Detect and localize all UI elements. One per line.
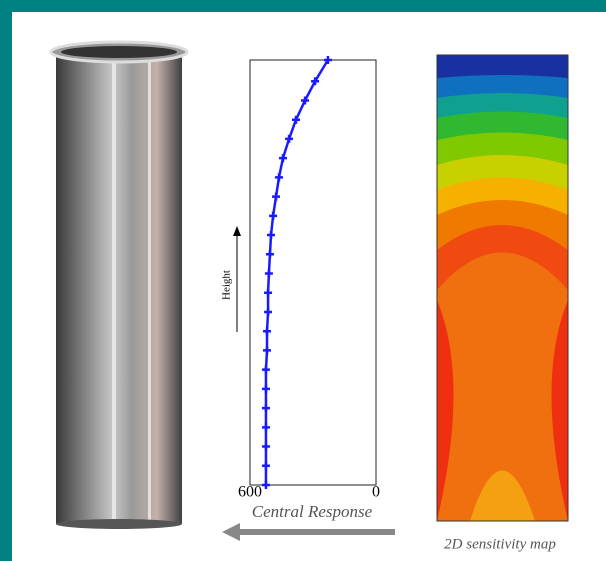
point <box>261 404 270 413</box>
point <box>274 173 283 182</box>
x-tick-label: 600 <box>238 484 262 501</box>
point <box>263 327 272 336</box>
point <box>263 346 272 355</box>
cylinder-photo <box>49 40 189 529</box>
point <box>272 192 281 201</box>
point <box>261 461 270 470</box>
point <box>323 56 332 64</box>
point <box>261 365 270 374</box>
point <box>269 211 278 220</box>
point <box>291 115 300 124</box>
point <box>285 134 294 143</box>
y-axis-label: Height <box>221 270 233 300</box>
point <box>261 442 270 451</box>
point <box>278 154 287 163</box>
point <box>311 77 320 86</box>
height-arrow-head <box>233 226 241 236</box>
point <box>261 481 270 489</box>
x-tick-label: 0 <box>372 484 380 501</box>
point <box>265 250 274 259</box>
x-axis-label: Central Response <box>252 502 373 521</box>
point <box>264 269 273 278</box>
map-label: 2D sensitivity map <box>444 536 556 552</box>
point <box>261 384 270 393</box>
frame-left <box>0 0 12 561</box>
response-arrow-head <box>222 523 240 541</box>
point <box>264 307 273 316</box>
point <box>261 423 270 432</box>
point <box>267 231 275 240</box>
point <box>264 288 273 297</box>
line-chart: 600 0 <box>238 56 380 501</box>
point <box>301 96 310 105</box>
frame-top <box>0 0 606 12</box>
sensitivity-map <box>436 54 569 522</box>
